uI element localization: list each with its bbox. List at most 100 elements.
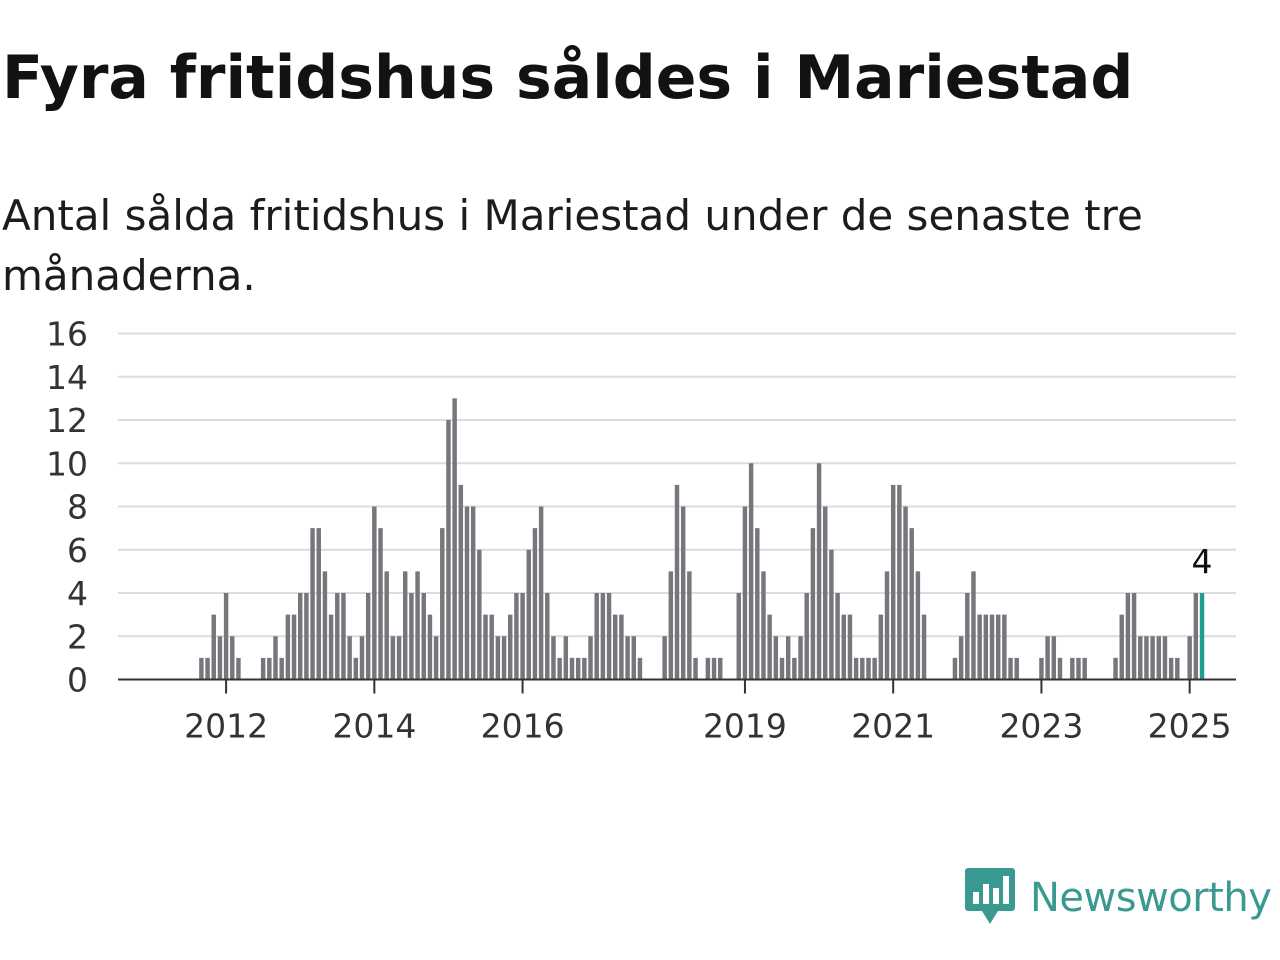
bar <box>687 571 692 680</box>
bar <box>1070 657 1075 680</box>
x-tick-label: 2023 <box>999 707 1083 746</box>
bar <box>427 614 433 680</box>
bar <box>625 636 630 680</box>
bar <box>989 614 995 680</box>
y-tick-label: 2 <box>67 617 88 656</box>
bar <box>291 614 297 680</box>
bar <box>359 636 365 680</box>
bar <box>835 593 840 680</box>
bar <box>372 506 377 680</box>
bar <box>1039 657 1044 680</box>
bar <box>322 571 328 680</box>
bar <box>613 614 618 680</box>
bar <box>1125 593 1131 680</box>
bar <box>1008 657 1013 680</box>
bar <box>464 506 470 680</box>
bar <box>798 636 803 680</box>
bar <box>378 528 383 680</box>
bar <box>983 614 989 680</box>
bar <box>952 657 958 680</box>
bar <box>915 571 921 680</box>
bar <box>977 614 982 680</box>
bar <box>508 614 513 680</box>
bar <box>470 506 476 680</box>
bar <box>884 571 890 680</box>
bar <box>779 657 785 680</box>
bar <box>205 657 210 680</box>
bar <box>1193 593 1199 680</box>
bar <box>1138 636 1143 680</box>
bar <box>773 636 779 680</box>
bar <box>878 614 884 680</box>
bar <box>668 571 674 680</box>
bar <box>211 614 216 680</box>
bar <box>328 614 334 680</box>
bar <box>742 506 748 680</box>
bar <box>545 593 550 680</box>
bar <box>433 636 439 680</box>
bar <box>384 571 389 680</box>
bar <box>829 549 834 680</box>
bar <box>1175 657 1180 680</box>
x-tick-label: 2019 <box>703 707 787 746</box>
bar <box>409 593 414 680</box>
x-axis-ticks: 2012 2014 2016 2019 2021 2023 2025 <box>184 679 1232 746</box>
bar <box>1076 657 1081 680</box>
bar <box>637 657 643 680</box>
bar <box>823 506 828 680</box>
bar <box>909 528 914 680</box>
bar <box>483 614 488 680</box>
y-tick-label: 4 <box>67 574 88 613</box>
bar <box>563 636 569 680</box>
bar <box>921 614 927 680</box>
bar <box>965 593 970 680</box>
bar <box>310 528 315 680</box>
chart-subtitle: Antal sålda fritidshus i Mariestad under… <box>2 191 1143 300</box>
bar <box>440 528 445 680</box>
bar <box>606 593 612 680</box>
bar <box>335 593 340 680</box>
bar <box>532 528 538 680</box>
x-tick-label: 2016 <box>481 707 565 746</box>
bar <box>761 571 766 680</box>
y-tick-label: 8 <box>67 488 88 527</box>
logo-text: Newsworthy <box>1030 875 1272 921</box>
bar <box>514 593 519 680</box>
bar <box>1057 657 1063 680</box>
bar <box>446 420 451 680</box>
bar <box>1150 636 1155 680</box>
bar <box>489 614 494 680</box>
bar <box>217 636 223 680</box>
bar <box>557 657 562 680</box>
bar <box>285 614 291 680</box>
y-tick-label: 14 <box>46 358 88 397</box>
bar <box>1162 636 1168 680</box>
y-tick-label: 10 <box>46 444 88 483</box>
bar <box>680 506 686 680</box>
annotations: 4 <box>1192 542 1213 581</box>
bar <box>958 636 964 680</box>
y-axis-labels: 0 2 4 6 8 10 12 14 16 <box>46 315 88 700</box>
chart-title: Fyra fritidshus såldes i Mariestad <box>2 43 1134 113</box>
bar <box>353 657 359 680</box>
bar <box>816 463 822 680</box>
last-value-label: 4 <box>1192 542 1213 581</box>
bar-highlight <box>1199 593 1205 680</box>
x-tick-label: 2014 <box>332 707 416 746</box>
bar <box>396 636 402 680</box>
bar <box>267 657 272 680</box>
bar <box>588 636 593 680</box>
bar <box>903 506 908 680</box>
x-tick-label: 2025 <box>1148 707 1232 746</box>
bar <box>452 398 457 680</box>
bar <box>551 636 556 680</box>
bar <box>390 636 396 680</box>
bar <box>748 463 754 680</box>
bar <box>718 657 723 680</box>
bar <box>297 593 303 680</box>
bar <box>841 614 846 680</box>
bar <box>1187 636 1192 680</box>
y-tick-label: 0 <box>67 661 88 700</box>
bar <box>236 657 241 680</box>
